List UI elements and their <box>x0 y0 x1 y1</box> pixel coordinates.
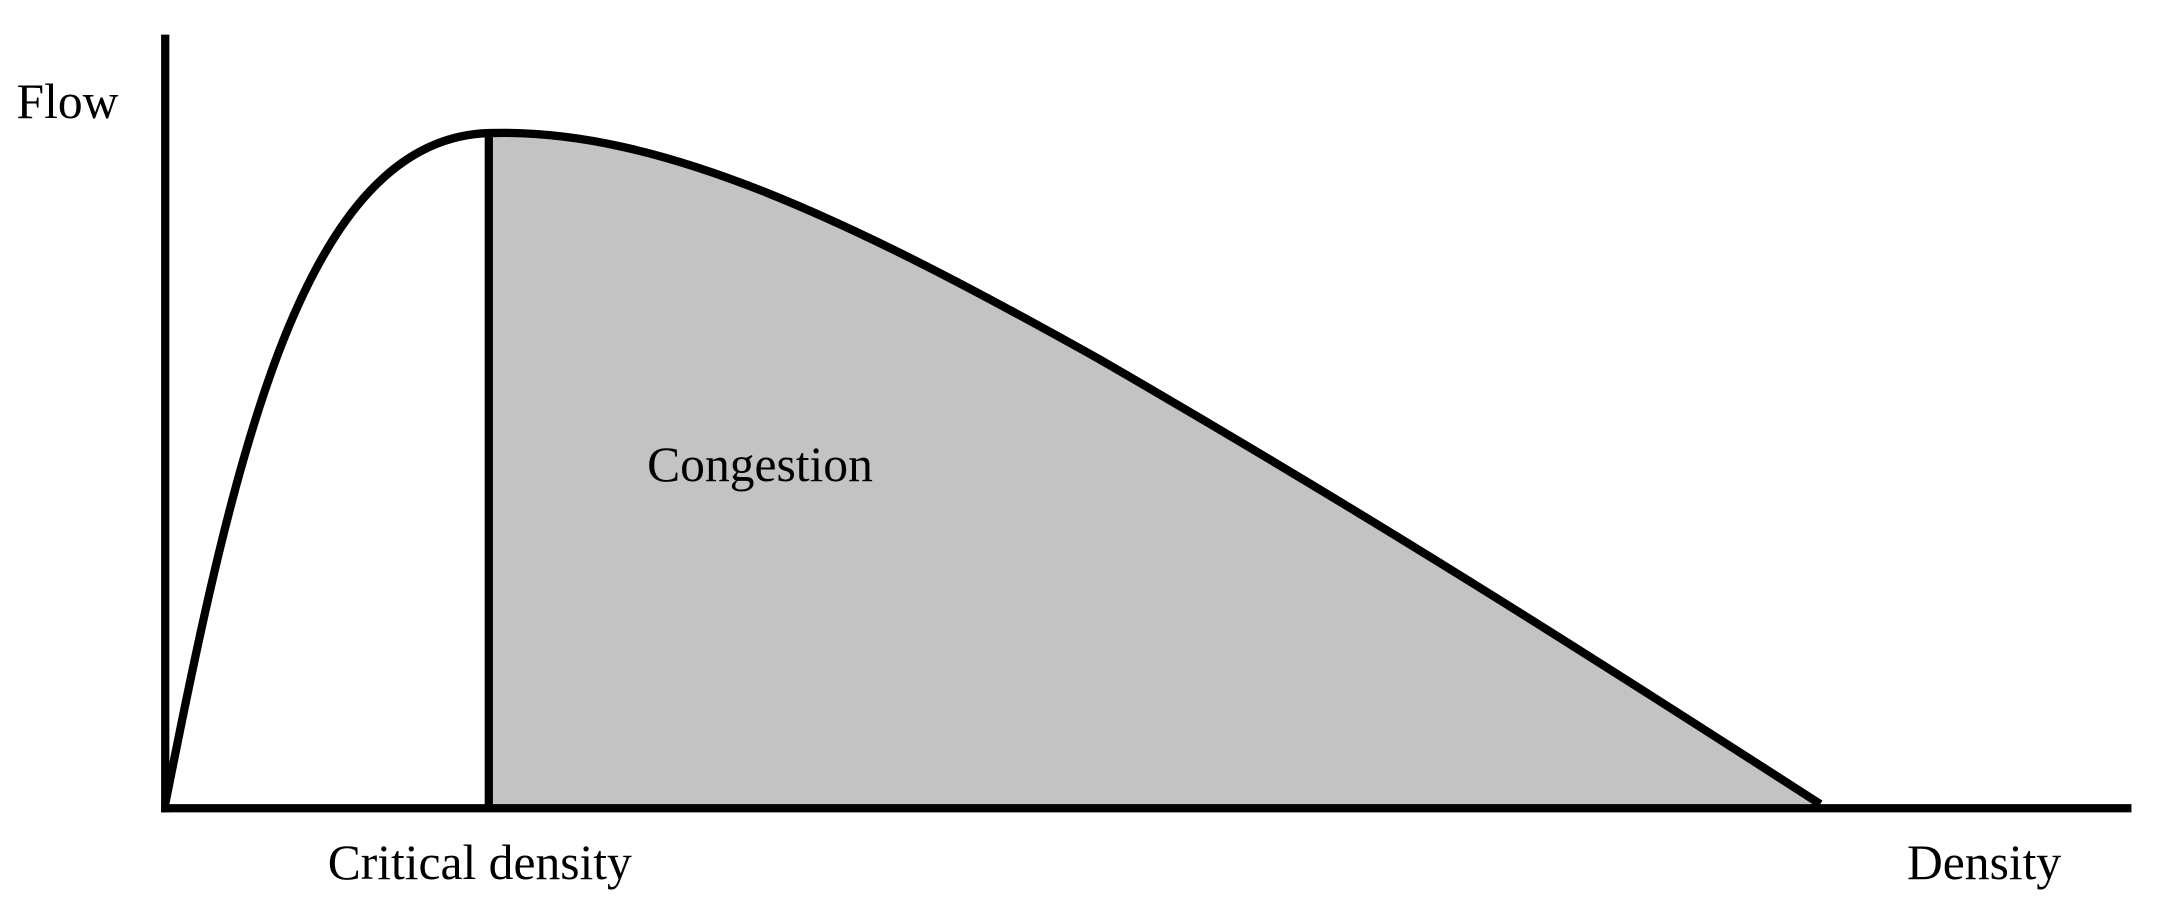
y-axis-label: Flow <box>17 74 119 129</box>
critical-label: Critical density <box>328 835 632 890</box>
flow-curve <box>161 128 1823 808</box>
x-axis-label: Density <box>1907 835 2061 890</box>
region-label: Congestion <box>647 437 873 492</box>
congestion-area <box>488 132 1821 809</box>
